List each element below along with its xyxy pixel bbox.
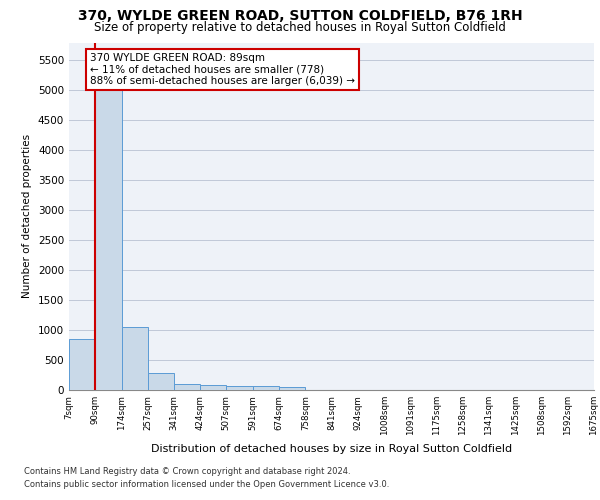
- Y-axis label: Number of detached properties: Number of detached properties: [22, 134, 32, 298]
- Bar: [174, 384, 200, 390]
- Text: Contains HM Land Registry data © Crown copyright and database right 2024.: Contains HM Land Registry data © Crown c…: [24, 467, 350, 476]
- Bar: [69, 339, 95, 390]
- X-axis label: Distribution of detached houses by size in Royal Sutton Coldfield: Distribution of detached houses by size …: [151, 444, 512, 454]
- Bar: [95, 60, 122, 390]
- Bar: [122, 327, 148, 390]
- Bar: [253, 386, 279, 390]
- Text: Size of property relative to detached houses in Royal Sutton Coldfield: Size of property relative to detached ho…: [94, 21, 506, 34]
- Text: 370 WYLDE GREEN ROAD: 89sqm
← 11% of detached houses are smaller (778)
88% of se: 370 WYLDE GREEN ROAD: 89sqm ← 11% of det…: [90, 53, 355, 86]
- Bar: [226, 386, 253, 390]
- Text: 370, WYLDE GREEN ROAD, SUTTON COLDFIELD, B76 1RH: 370, WYLDE GREEN ROAD, SUTTON COLDFIELD,…: [77, 9, 523, 23]
- Bar: [200, 385, 226, 390]
- Bar: [279, 386, 305, 390]
- Bar: [148, 372, 174, 390]
- Text: Contains public sector information licensed under the Open Government Licence v3: Contains public sector information licen…: [24, 480, 389, 489]
